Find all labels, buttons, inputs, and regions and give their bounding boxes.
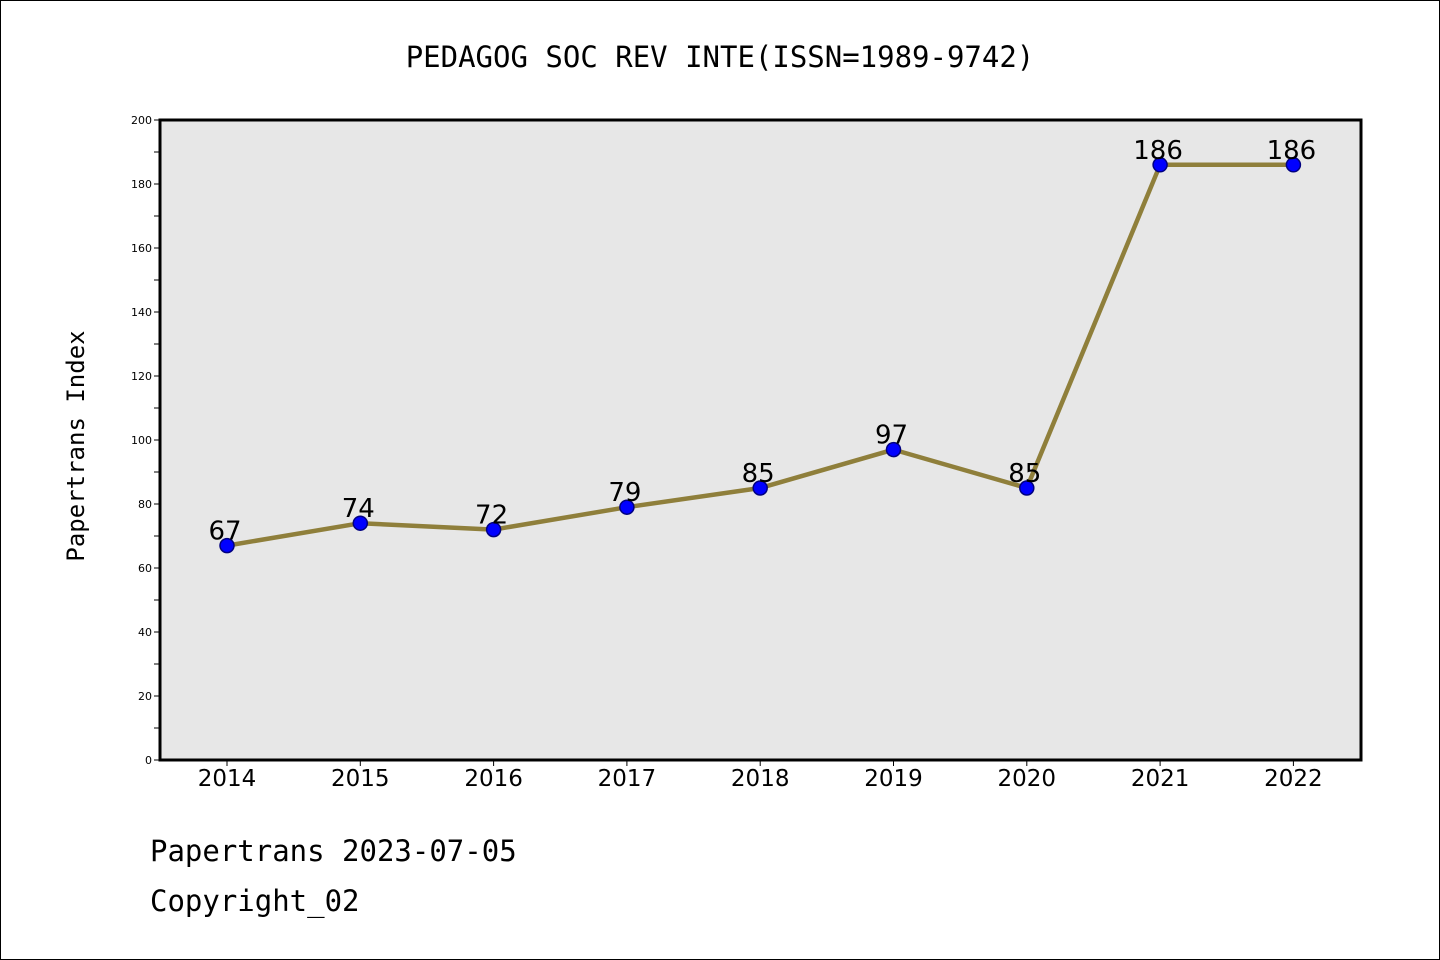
plot-area bbox=[158, 118, 1363, 762]
x-tick-label: 2014 bbox=[198, 766, 257, 792]
footer-date: Papertrans 2023-07-05 bbox=[150, 834, 517, 868]
y-axis-label: Papertrans Index bbox=[62, 330, 90, 561]
chart-title: PEDAGOG SOC REV INTE(ISSN=1989-9742) bbox=[406, 40, 1035, 74]
data-label: 72 bbox=[475, 501, 508, 531]
footer-copyright: Copyright_02 bbox=[150, 884, 360, 918]
data-label: 79 bbox=[608, 478, 641, 508]
y-tick-label: 80 bbox=[138, 498, 152, 511]
x-tick-label: 2016 bbox=[464, 766, 523, 792]
y-axis-ticks: 0 20 40 60 80 100 120 140 160 180 200 bbox=[131, 114, 160, 767]
data-labels: 67 74 72 79 85 97 85 186 186 bbox=[208, 136, 1316, 547]
data-point bbox=[1285, 157, 1302, 173]
y-tick-label: 160 bbox=[131, 242, 152, 255]
data-point bbox=[619, 499, 635, 515]
x-tick-label: 2020 bbox=[998, 766, 1057, 792]
y-tick-label: 140 bbox=[131, 306, 152, 319]
data-label: 186 bbox=[1133, 136, 1183, 166]
x-tick-label: 2017 bbox=[598, 766, 657, 792]
data-point bbox=[885, 441, 902, 458]
data-point bbox=[752, 480, 768, 496]
x-axis-ticks: 2014 2015 2016 2017 2018 2019 2020 2021 2022 bbox=[198, 760, 1323, 792]
data-point bbox=[219, 537, 235, 554]
x-tick-label: 2022 bbox=[1264, 766, 1323, 792]
y-tick-label: 40 bbox=[138, 626, 152, 639]
data-label: 97 bbox=[875, 421, 908, 451]
data-markers bbox=[219, 157, 1302, 554]
x-tick-label: 2018 bbox=[731, 766, 790, 792]
x-tick-label: 2019 bbox=[864, 766, 923, 792]
data-point bbox=[352, 515, 369, 531]
x-tick-label: 2015 bbox=[331, 766, 390, 792]
y-tick-label: 180 bbox=[131, 178, 152, 191]
y-tick-label: 100 bbox=[131, 434, 152, 447]
data-label: 67 bbox=[208, 517, 241, 547]
x-tick-label: 2021 bbox=[1131, 766, 1190, 792]
data-label: 74 bbox=[342, 494, 375, 524]
data-label: 85 bbox=[1008, 459, 1041, 489]
y-tick-label: 200 bbox=[131, 114, 152, 127]
y-tick-label: 60 bbox=[138, 562, 152, 575]
y-tick-label: 20 bbox=[138, 690, 152, 703]
data-point bbox=[1019, 480, 1035, 496]
data-point bbox=[1152, 157, 1168, 173]
y-tick-label: 120 bbox=[131, 370, 152, 383]
data-point bbox=[485, 521, 502, 538]
y-tick-label: 0 bbox=[145, 754, 152, 767]
data-label: 85 bbox=[742, 459, 775, 489]
data-label: 186 bbox=[1267, 136, 1317, 166]
